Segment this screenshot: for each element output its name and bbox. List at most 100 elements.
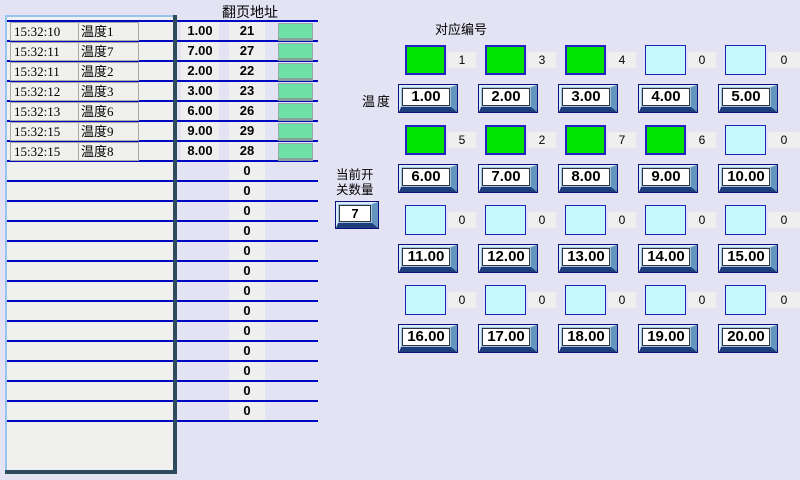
switch-indicator-lamp <box>645 205 686 235</box>
log-time: 15:32:13 <box>11 103 79 120</box>
temp-value-button-label: 20.00 <box>722 328 770 346</box>
temp-value-button[interactable]: 17.00 <box>478 324 538 353</box>
indicator-row: 0 0 0 0 0 <box>405 205 800 235</box>
page-address-cell: 0 <box>243 283 251 298</box>
log-table-border-right <box>173 15 177 474</box>
temp-value-button-label: 1.00 <box>402 88 450 106</box>
switch-cell: 0 <box>645 45 725 75</box>
switch-cell: 0 <box>485 285 565 315</box>
grid-line <box>7 80 318 82</box>
page-address-cell: 28 <box>239 143 255 158</box>
grid-line <box>7 300 318 302</box>
page-address-cell: 0 <box>243 303 251 318</box>
temp-value-button[interactable]: 20.00 <box>718 324 778 353</box>
temp-value-button[interactable]: 12.00 <box>478 244 538 273</box>
temp-value-button[interactable]: 2.00 <box>478 84 538 113</box>
temp-value-button-label: 6.00 <box>402 168 450 186</box>
temp-value-button[interactable]: 18.00 <box>558 324 618 353</box>
grid-line <box>7 260 318 262</box>
temp-value-button[interactable]: 19.00 <box>638 324 698 353</box>
page-value-cell: 6.00 <box>187 103 213 118</box>
switch-indicator-lamp <box>405 45 446 75</box>
temp-value-button[interactable]: 9.00 <box>638 164 698 193</box>
grid-line <box>7 100 318 102</box>
temp-value-button-label: 9.00 <box>642 168 690 186</box>
page-value-cell: 1.00 <box>187 23 213 38</box>
grid-line <box>7 420 318 422</box>
status-cell <box>278 43 313 61</box>
switch-count-label-line1: 当前开 <box>336 168 374 182</box>
temp-value-button-label: 15.00 <box>722 248 770 266</box>
page-address-cell: 0 <box>243 403 251 418</box>
switch-number-label: 0 <box>448 292 476 308</box>
temp-value-button[interactable]: 10.00 <box>718 164 778 193</box>
switch-indicator-lamp <box>485 45 526 75</box>
switch-number-label: 0 <box>528 212 556 228</box>
temp-value-button[interactable]: 4.00 <box>638 84 698 113</box>
switch-cell: 0 <box>565 205 645 235</box>
page-address-cell: 0 <box>243 223 251 238</box>
log-tag-name: 温度9 <box>81 124 114 139</box>
page-value-cell: 8.00 <box>187 143 213 158</box>
grid-line <box>7 140 318 142</box>
temp-value-button[interactable]: 3.00 <box>558 84 618 113</box>
temp-value-button-label: 13.00 <box>562 248 610 266</box>
grid-line <box>7 40 318 42</box>
switch-number-label: 0 <box>768 52 800 68</box>
log-row: 15:32:12 温度3 <box>10 82 139 101</box>
temp-value-button-label: 12.00 <box>482 248 530 266</box>
button-row: 6.00 7.00 8.00 9.00 10.00 <box>398 164 778 193</box>
switch-count-display[interactable]: 7 <box>335 201 379 229</box>
temp-value-button[interactable]: 5.00 <box>718 84 778 113</box>
temp-value-button[interactable]: 7.00 <box>478 164 538 193</box>
temp-value-button[interactable]: 1.00 <box>398 84 458 113</box>
switch-indicator-lamp <box>565 205 606 235</box>
log-row: 15:32:11 温度7 <box>10 42 139 61</box>
switch-cell: 0 <box>725 205 800 235</box>
switch-indicator-lamp <box>565 45 606 75</box>
grid-line <box>7 60 318 62</box>
page-address-cell: 23 <box>239 83 255 98</box>
status-cell <box>278 83 313 101</box>
page-value-cell: 2.00 <box>187 63 213 78</box>
switch-indicator-lamp <box>725 285 766 315</box>
grid-line <box>7 160 318 162</box>
temp-value-button[interactable]: 8.00 <box>558 164 618 193</box>
page-address-cell: 21 <box>239 23 255 38</box>
switch-number-label: 0 <box>608 292 636 308</box>
log-tag-name: 温度3 <box>81 84 114 99</box>
log-tag-name: 温度7 <box>81 44 114 59</box>
log-row: 15:32:11 温度2 <box>10 62 139 81</box>
grid-line <box>7 340 318 342</box>
switch-indicator-lamp <box>405 125 446 155</box>
temp-value-button[interactable]: 15.00 <box>718 244 778 273</box>
switch-indicator-lamp <box>725 45 766 75</box>
indicator-row: 5 2 7 6 0 <box>405 125 800 155</box>
button-row: 1.00 2.00 3.00 4.00 5.00 <box>398 84 778 113</box>
switch-indicator-lamp <box>645 45 686 75</box>
temp-value-button[interactable]: 13.00 <box>558 244 618 273</box>
log-time: 15:32:11 <box>11 63 79 80</box>
temp-value-button[interactable]: 11.00 <box>398 244 458 273</box>
switch-indicator-lamp <box>725 125 766 155</box>
temp-value-button[interactable]: 16.00 <box>398 324 458 353</box>
temp-value-button-label: 4.00 <box>642 88 690 106</box>
page-address-cell: 26 <box>239 103 255 118</box>
log-time: 15:32:10 <box>11 23 79 40</box>
switch-number-label: 1 <box>448 52 476 68</box>
page-address-cell: 0 <box>243 263 251 278</box>
temp-value-button[interactable]: 14.00 <box>638 244 698 273</box>
switch-number-label: 0 <box>528 292 556 308</box>
log-row: 15:32:15 温度8 <box>10 142 139 161</box>
page-address-cell: 0 <box>243 183 251 198</box>
switch-cell: 0 <box>405 285 485 315</box>
switch-count-label-line2: 关数量 <box>336 183 374 197</box>
page-value-cell: 9.00 <box>187 123 213 138</box>
temp-value-button[interactable]: 6.00 <box>398 164 458 193</box>
log-tag-name: 温度1 <box>81 24 114 39</box>
indicator-row: 1 3 4 0 0 <box>405 45 800 75</box>
switch-cell: 6 <box>645 125 725 155</box>
switch-cell: 0 <box>645 285 725 315</box>
page-address-cell: 27 <box>239 43 255 58</box>
switch-indicator-lamp <box>485 125 526 155</box>
